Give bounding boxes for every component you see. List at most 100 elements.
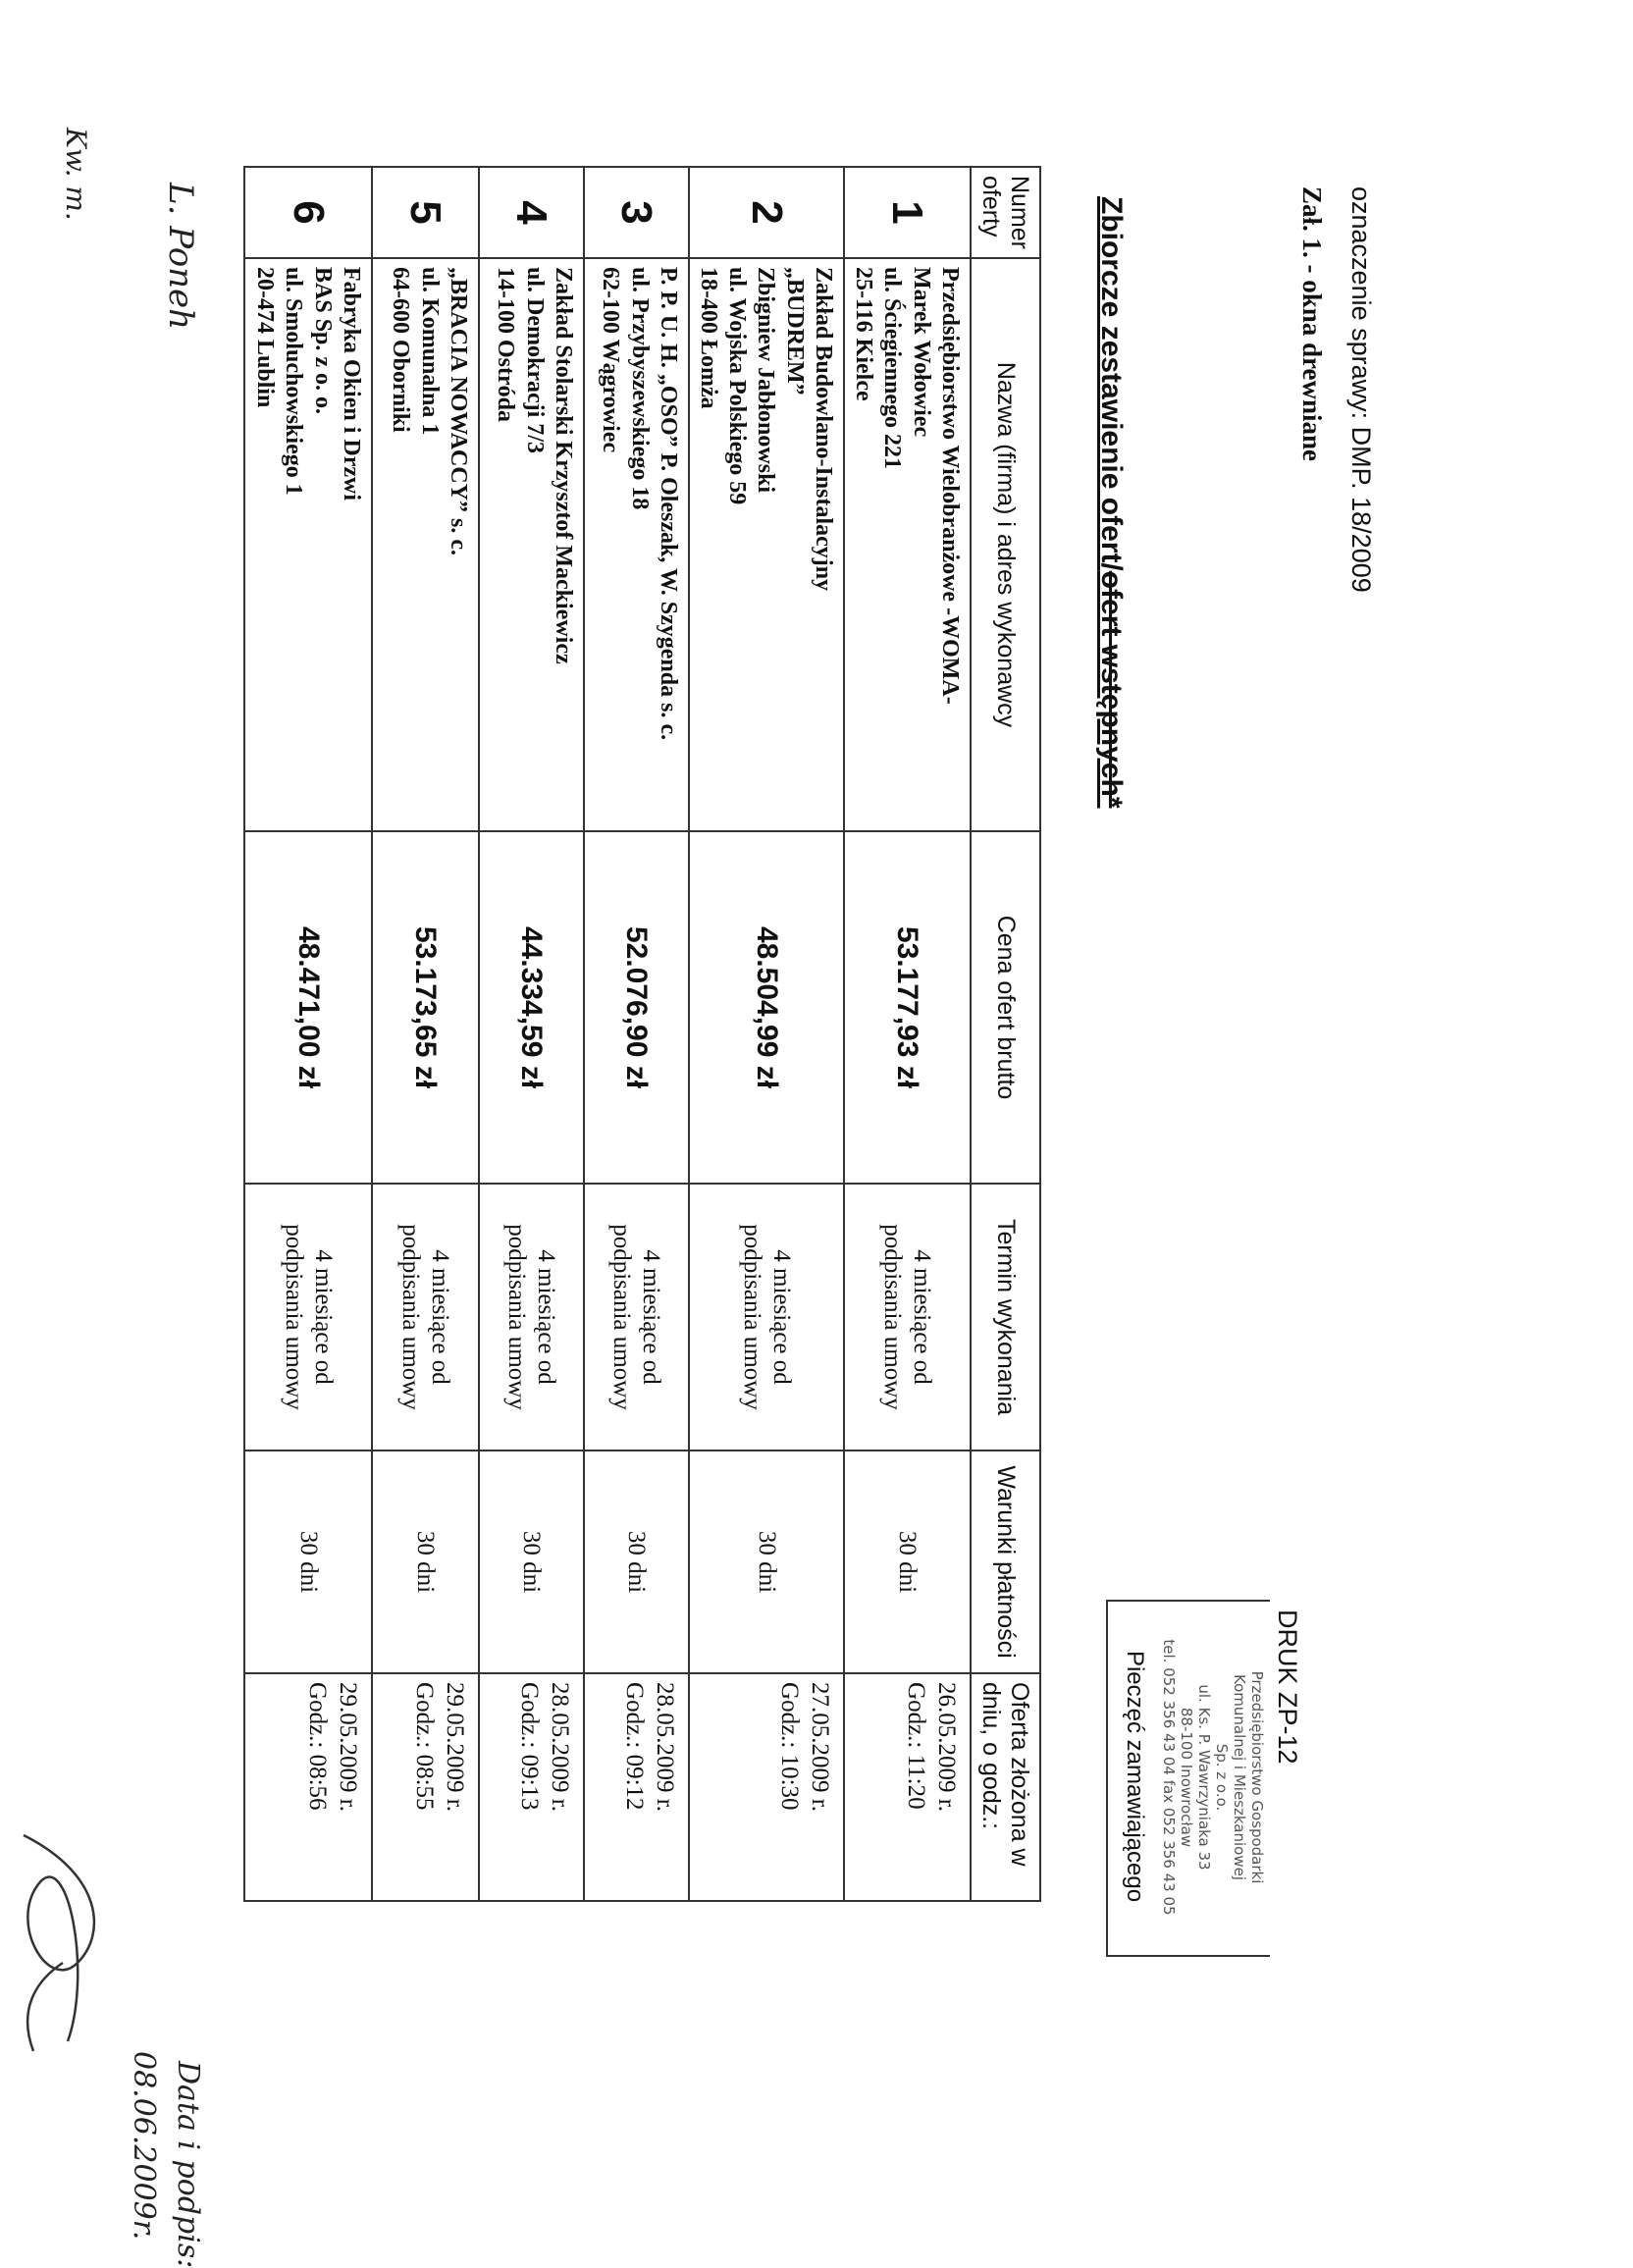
term-line: 4 miesiące od [310, 1249, 337, 1385]
submitted-date: 29.05.2009 r. [442, 1682, 468, 1812]
offer-price: 53.177,93 zł [844, 831, 971, 1185]
submitted: 28.05.2009 r. Godz.: 09:12 [584, 1673, 689, 1902]
contractor: Zakład Budowlano-Instalacyjny „BUDREM” Zbi… [689, 258, 844, 832]
handwritten-initials: L. Poneh [161, 183, 200, 331]
address-line: ul. Wojska Polskiego 59 [724, 267, 751, 505]
col-number: Numer oferty [971, 167, 1040, 259]
term-line: podpisania umowy [397, 1224, 425, 1410]
signature-date-label: Data i podpis: [171, 2061, 205, 2268]
payment-terms: 30 dni [584, 1450, 689, 1674]
completion-term: 4 miesiące od podpisania umowy [689, 1184, 844, 1451]
completion-term: 4 miesiące od podpisania umowy [584, 1184, 689, 1451]
attachment-title: Zał. 1. - okna drewniane [1297, 186, 1327, 462]
payment-terms: 30 dni [372, 1450, 479, 1674]
submitted-date: 29.05.2009 r. [335, 1682, 361, 1812]
table-row: 1 Przedsiębiorstwo Wielobranżowe -WOMA- M… [844, 167, 971, 1902]
submitted-time: Godz.: 10:30 [775, 1682, 803, 1811]
form-code: DRUK ZP-12 [1273, 1609, 1302, 1765]
offer-number: 5 [372, 167, 479, 259]
submitted: 29.05.2009 r. Godz.: 08:56 [244, 1673, 372, 1902]
case-reference: oznaczenie sprawy: DMP. 18/2009 [1346, 186, 1376, 593]
submitted-time: Godz.: 08:56 [303, 1682, 331, 1811]
col-price: Cena ofert brutto [971, 831, 1040, 1185]
submitted-date: 28.05.2009 r. [547, 1682, 573, 1812]
term-line: 4 miesiące od [768, 1249, 795, 1385]
address-line: ul. Ściegiennego 221 [879, 267, 906, 470]
term-line: 4 miesiące od [638, 1249, 665, 1385]
signature-date: 08.06.2009r. [127, 2051, 161, 2241]
completion-term: 4 miesiące od podpisania umowy [844, 1184, 971, 1451]
address-line: 18-400 Łomża [695, 267, 721, 409]
table-row: 3 P. P. U. H. „OSO” P. Oleszak, W. Szyge… [584, 167, 689, 1902]
contractor: Zakład Stolarski Krzysztof Mackiewicz ul.… [479, 258, 584, 832]
submitted-date: 27.05.2009 r. [807, 1682, 833, 1812]
offer-number: 2 [689, 167, 844, 259]
submitted-time: Godz.: 09:13 [515, 1682, 543, 1811]
term-line: 4 miesiące od [533, 1249, 560, 1385]
contractor: „BRACIA NOWACCY” s. c. ul. Komunalna 1 64-… [372, 258, 479, 832]
address-line: 20-474 Lublin [252, 267, 279, 408]
title-struck: ofert wstępnych* [1095, 570, 1128, 809]
submitted: 28.05.2009 r. Godz.: 09:13 [479, 1673, 584, 1902]
submitted-time: Godz.: 11:20 [902, 1682, 929, 1810]
stamp-line: 88-100 Inowrocław [1178, 1707, 1195, 1848]
signature-scribble [23, 1833, 96, 2052]
submitted: 29.05.2009 r. Godz.: 08:55 [372, 1673, 479, 1902]
col-submitted: Oferta złożona w dniu, o godz.: [971, 1673, 1040, 1902]
address-line: P. P. U. H. „OSO” P. Oleszak, W. Szygend… [656, 267, 681, 741]
payment-terms: 30 dni [479, 1450, 584, 1674]
term-line: 4 miesiące od [427, 1249, 454, 1385]
document-title: Zbiorcze zestawienie ofert/ofert wstępny… [1094, 196, 1128, 809]
offer-number: 3 [584, 167, 689, 259]
address-line: Zbigniew Jabłonowski [753, 267, 779, 494]
table-row: 2 Zakład Budowlano-Instalacyjny „BUDREM” Z… [689, 167, 844, 1902]
submitted-date: 28.05.2009 r. [652, 1682, 678, 1812]
address-line: Fabryka Okien i Drzwi [339, 267, 364, 501]
address-line: 64-600 Oborniki [388, 267, 414, 433]
table-row: 6 Fabryka Okien i Drzwi BAS Sp. z o. o. ul… [244, 167, 372, 1902]
term-line: podpisania umowy [739, 1224, 765, 1410]
contractor: P. P. U. H. „OSO” P. Oleszak, W. Szygend… [584, 258, 689, 832]
address-line: Marek Wołowiec [908, 267, 934, 438]
submitted-date: 26.05.2009 r. [933, 1682, 960, 1812]
stamp-line: ul. Ks. P. Wawrzyniaka 33 [1195, 1684, 1213, 1871]
stamp-line: Komunalnej i Mieszkaniowej [1231, 1673, 1248, 1880]
address-line: ul. Przybyszewskiego 18 [626, 267, 653, 510]
address-line: ul. Komunalna 1 [416, 267, 443, 436]
offer-price: 48.471,00 zł [244, 831, 372, 1185]
address-line: 62-100 Wągrowiec [598, 267, 624, 453]
address-line: Zakład Stolarski Krzysztof Mackiewicz [551, 267, 576, 664]
payment-terms: 30 dni [244, 1450, 372, 1674]
table-row: 4 Zakład Stolarski Krzysztof Mackiewicz u… [479, 167, 584, 1902]
address-line: „BUDREM” [781, 267, 808, 396]
stamp-text: Przedsiębiorstwo Gospodarki Komunalnej i … [1160, 1605, 1266, 1950]
stamp-line: Przedsiębiorstwo Gospodarki [1248, 1670, 1266, 1884]
term-line: podpisania umowy [503, 1224, 531, 1410]
handwritten-initials-2: Kw. m. [60, 128, 92, 221]
offer-number: 4 [479, 167, 584, 259]
term-line: podpisania umowy [281, 1224, 307, 1410]
offer-number: 6 [244, 167, 372, 259]
address-line: Zakład Budowlano-Instalacyjny [811, 267, 836, 592]
col-name: Nazwa (firma) i adres wykonawcy [971, 258, 1040, 832]
title-main: Zbiorcze zestawienie ofert/ [1095, 196, 1128, 571]
address-line: 25-116 Kielce [851, 267, 877, 401]
address-line: „BRACIA NOWACCY” s. c. [446, 267, 471, 556]
offer-number: 1 [844, 167, 971, 259]
col-payment: Warunki płatności [971, 1450, 1040, 1674]
address-line: 14-100 Ostróda [493, 267, 519, 423]
document-page: oznaczenie sprawy: DMP. 18/2009 Zał. 1. … [23, 128, 1376, 2268]
offer-price: 53.173,65 zł [372, 831, 479, 1185]
address-line: ul. Demokracji 7/3 [521, 267, 548, 453]
address-line: ul. Smoluchowskiego 1 [281, 267, 307, 496]
col-term: Termin wykonania [971, 1184, 1040, 1451]
submitted-time: Godz.: 08:55 [410, 1682, 438, 1811]
submitted: 26.05.2009 r. Godz.: 11:20 [844, 1673, 971, 1902]
offer-price: 44.334,59 zł [479, 831, 584, 1185]
address-line: BAS Sp. z o. o. [309, 267, 336, 415]
term-line: podpisania umowy [608, 1224, 636, 1410]
payment-terms: 30 dni [689, 1450, 844, 1674]
completion-term: 4 miesiące od podpisania umowy [372, 1184, 479, 1451]
stamp-caption: Pieczęć zamawiającego [1122, 1650, 1148, 1903]
